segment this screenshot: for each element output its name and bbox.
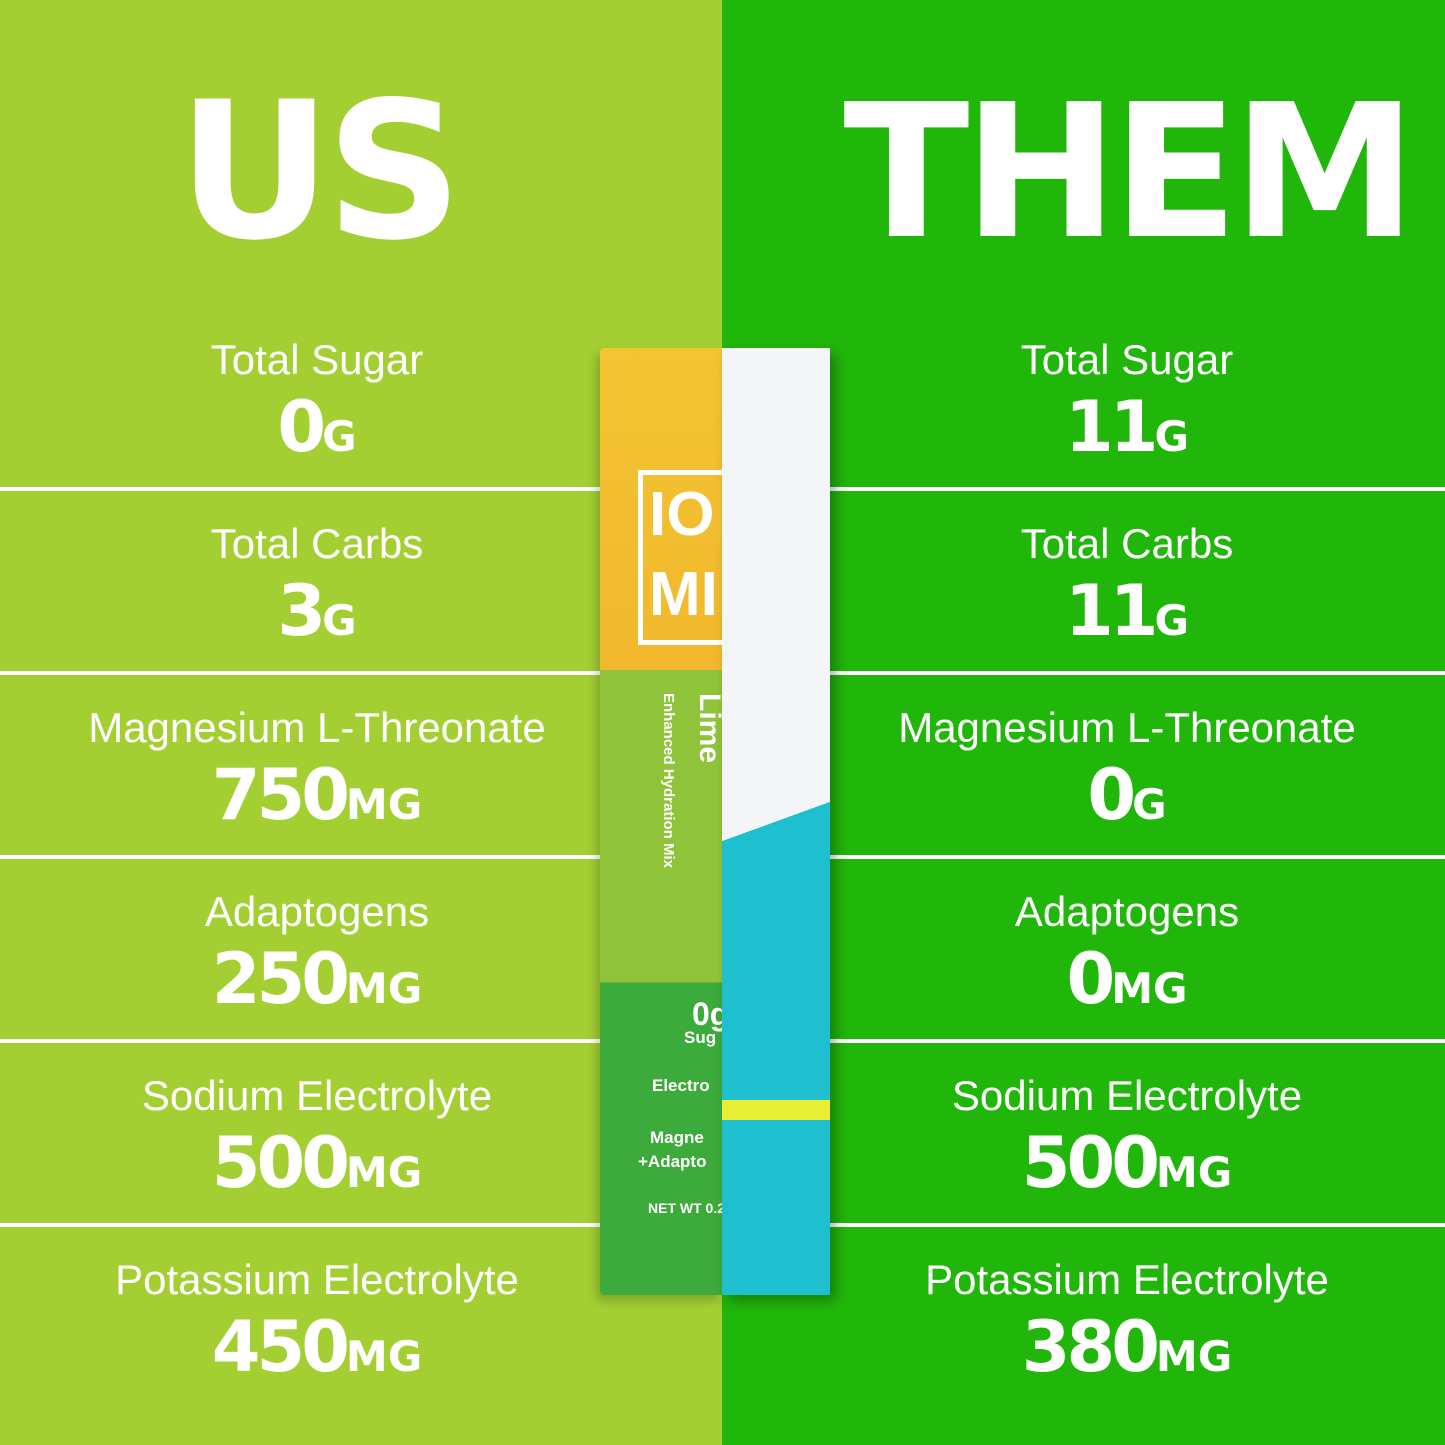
nutrient-label: Magnesium L-Threonate xyxy=(898,704,1356,751)
value-number: 11 xyxy=(1065,386,1158,468)
packet-line-electrolytes: Electro xyxy=(652,1076,710,1095)
value-number: 500 xyxy=(1021,1122,1160,1204)
them-row: Potassium Electrolyte 380MG xyxy=(810,1245,1444,1429)
brand-logo: IO MI xyxy=(638,470,722,645)
them-row: Adaptogens 0MG xyxy=(810,877,1444,1061)
value-unit: MG xyxy=(1155,1332,1233,1381)
row-divider xyxy=(0,671,610,675)
us-row: Total Carbs 3G xyxy=(0,509,634,693)
nutrient-label: Magnesium L-Threonate xyxy=(88,704,546,751)
row-divider xyxy=(822,671,1445,675)
us-row: Magnesium L-Threonate 750MG xyxy=(0,693,634,877)
nutrient-value: 750MG xyxy=(0,755,634,845)
row-divider xyxy=(822,855,1445,859)
nutrient-label: Potassium Electrolyte xyxy=(925,1256,1329,1303)
nutrient-label: Adaptogens xyxy=(204,888,430,935)
them-row: Sodium Electrolyte 500MG xyxy=(810,1061,1444,1245)
value-unit: G xyxy=(322,596,357,645)
value-number: 0 xyxy=(277,386,326,468)
nutrient-label: Total Sugar xyxy=(210,336,424,383)
nutrient-value: 450MG xyxy=(0,1307,634,1397)
them-title: THEM xyxy=(843,64,1417,280)
value-number: 250 xyxy=(211,938,350,1020)
nutrient-value: 250MG xyxy=(0,939,634,1029)
nutrient-label: Potassium Electrolyte xyxy=(115,1256,519,1303)
value-unit: MG xyxy=(345,780,423,829)
value-unit: G xyxy=(1154,412,1189,461)
value-unit: MG xyxy=(1111,964,1188,1013)
value-unit: G xyxy=(1132,780,1167,829)
nutrient-value: 11G xyxy=(810,387,1444,477)
product-subtitle: Enhanced Hydration Mix xyxy=(660,693,677,869)
them-panel: THEM Total Sugar 11G Total Carbs 11G Magne… xyxy=(722,0,1445,1445)
nutrient-value: 3G xyxy=(0,571,634,661)
us-row: Total Sugar 0G xyxy=(0,325,634,509)
value-number: 500 xyxy=(211,1122,350,1204)
competitor-packet xyxy=(722,348,830,1295)
nutrient-value: 11G xyxy=(810,571,1444,661)
row-divider xyxy=(822,487,1445,491)
us-product-packet: IO MI Lime Enhanced Hydration Mix 0g Sug… xyxy=(600,348,722,1295)
value-unit: MG xyxy=(1155,1148,1233,1197)
row-divider xyxy=(0,855,610,859)
value-unit: G xyxy=(1154,596,1189,645)
nutrient-label: Total Carbs xyxy=(1020,520,1234,567)
nutrient-value: 500MG xyxy=(0,1123,634,1213)
us-row: Potassium Electrolyte 450MG xyxy=(0,1245,634,1429)
packet-line-magnesium: Magne xyxy=(650,1128,704,1147)
packet-line-adaptogens: +Adapto xyxy=(638,1152,707,1171)
nutrient-value: 380MG xyxy=(810,1307,1444,1397)
nutrient-value: 0G xyxy=(810,755,1444,845)
value-unit: MG xyxy=(345,1148,423,1197)
them-row: Magnesium L-Threonate 0G xyxy=(810,693,1444,877)
nutrient-label: Sodium Electrolyte xyxy=(141,1072,493,1119)
value-number: 3 xyxy=(277,570,326,652)
value-number: 0 xyxy=(1066,938,1116,1020)
value-number: 11 xyxy=(1065,570,1158,652)
yellow-stripe xyxy=(722,1100,830,1120)
badge-value: 0g xyxy=(692,996,722,1032)
value-number: 0 xyxy=(1087,754,1136,836)
nutrient-value: 0G xyxy=(0,387,634,477)
row-divider xyxy=(0,487,610,491)
value-number: 380 xyxy=(1021,1306,1160,1388)
us-row: Adaptogens 250MG xyxy=(0,877,634,1061)
us-title: US xyxy=(177,61,462,282)
them-row: Total Carbs 11G xyxy=(810,509,1444,693)
net-weight: NET WT 0.2 xyxy=(648,1200,722,1216)
row-divider xyxy=(0,1039,610,1043)
nutrient-value: 500MG xyxy=(810,1123,1444,1213)
row-divider xyxy=(822,1223,1445,1227)
value-unit: G xyxy=(322,412,357,461)
nutrient-label: Total Sugar xyxy=(1020,336,1234,383)
nutrient-label: Total Carbs xyxy=(210,520,424,567)
them-row: Total Sugar 11G xyxy=(810,325,1444,509)
nutrient-value: 0MG xyxy=(810,939,1444,1029)
row-divider xyxy=(0,1223,610,1227)
value-number: 450 xyxy=(211,1306,350,1388)
value-unit: MG xyxy=(345,1332,423,1381)
flavor-label: Lime xyxy=(693,693,722,764)
value-unit: MG xyxy=(345,964,423,1013)
us-row: Sodium Electrolyte 500MG xyxy=(0,1061,634,1245)
nutrient-label: Adaptogens xyxy=(1014,888,1240,935)
row-divider xyxy=(822,1039,1445,1043)
value-number: 750 xyxy=(211,754,350,836)
badge-label: Sug xyxy=(684,1028,717,1047)
nutrient-label: Sodium Electrolyte xyxy=(951,1072,1303,1119)
